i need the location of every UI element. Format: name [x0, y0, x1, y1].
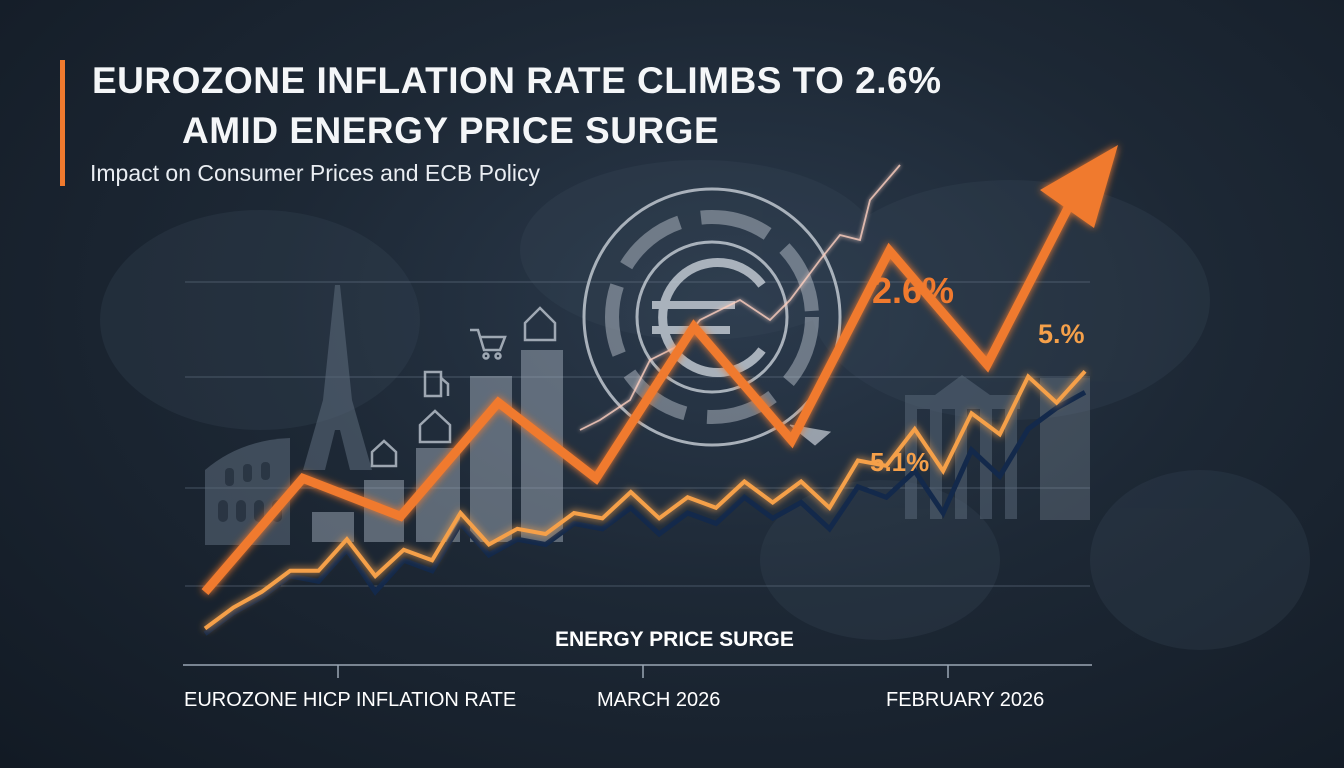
annotation-end-value: 5.%	[1038, 319, 1085, 349]
eiffel-tower-icon	[303, 285, 372, 470]
house-icon	[370, 306, 557, 468]
main-series-arrowhead	[1040, 145, 1118, 228]
colosseum-icon	[205, 438, 290, 545]
title-line-2: AMID ENERGY PRICE SURGE	[182, 110, 720, 151]
x-tick-label-1: EUROZONE HICP INFLATION RATE	[184, 689, 516, 711]
series-navy-line	[203, 390, 1087, 636]
title-accent-bar	[60, 60, 65, 186]
title-line-1: EUROZONE INFLATION RATE CLIMBS TO 2.6%	[92, 60, 942, 101]
page-title: EUROZONE INFLATION RATE CLIMBS TO 2.6% A…	[78, 56, 978, 156]
x-tick-label-2: MARCH 2026	[597, 689, 720, 711]
x-axis	[183, 664, 1092, 678]
series-main-line	[201, 172, 1089, 596]
annotation-main-value: 2.6%	[872, 270, 954, 311]
x-tick-label-3: FEBRUARY 2026	[886, 689, 1044, 711]
annotation-band-label: ENERGY PRICE SURGE	[555, 628, 794, 651]
lightning-decoration	[579, 164, 901, 431]
series-secondary-line	[203, 369, 1087, 631]
annotation-secondary-value: 5.1%	[870, 447, 929, 477]
fuel-pump-icon	[423, 370, 450, 398]
cart-icon	[470, 328, 507, 360]
page-subtitle: Impact on Consumer Prices and ECB Policy	[90, 160, 540, 186]
